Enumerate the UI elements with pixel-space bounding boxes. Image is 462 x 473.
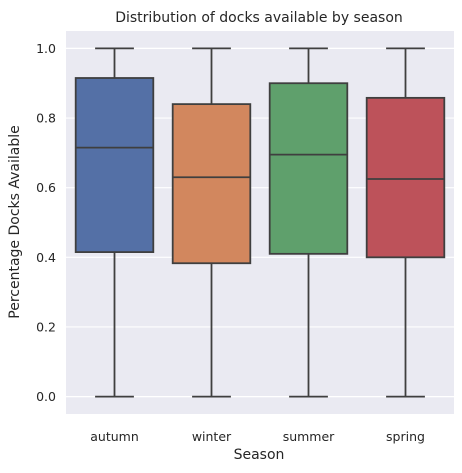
boxes — [74, 47, 446, 398]
y-tick-labels: 0.0 0.2 0.4 0.6 0.8 1.0 — [36, 41, 56, 404]
iqr-box — [268, 82, 349, 255]
x-tick-label-spring: spring — [386, 429, 425, 444]
chart-title: Distribution of docks available by seaso… — [115, 10, 403, 26]
x-tick-labels: autumn winter summer spring — [90, 429, 425, 444]
x-axis-label: Season — [234, 447, 285, 463]
box-winter — [171, 47, 252, 398]
iqr-box — [171, 103, 252, 265]
y-tick-label: 1.0 — [36, 41, 56, 56]
box-spring — [365, 47, 446, 398]
y-tick-label: 0.0 — [36, 389, 56, 404]
box-summer — [268, 47, 349, 398]
x-tick-label-summer: summer — [283, 429, 335, 444]
y-axis-label: Percentage Docks Available — [7, 125, 23, 318]
y-tick-label: 0.2 — [36, 319, 56, 334]
y-tick-label: 0.6 — [36, 180, 56, 195]
x-tick-label-autumn: autumn — [90, 429, 139, 444]
y-tick-label: 0.8 — [36, 111, 56, 126]
box-autumn — [74, 47, 155, 398]
y-tick-label: 0.4 — [36, 250, 56, 265]
iqr-box — [365, 96, 446, 259]
x-tick-label-winter: winter — [192, 429, 232, 444]
iqr-box — [74, 77, 155, 253]
